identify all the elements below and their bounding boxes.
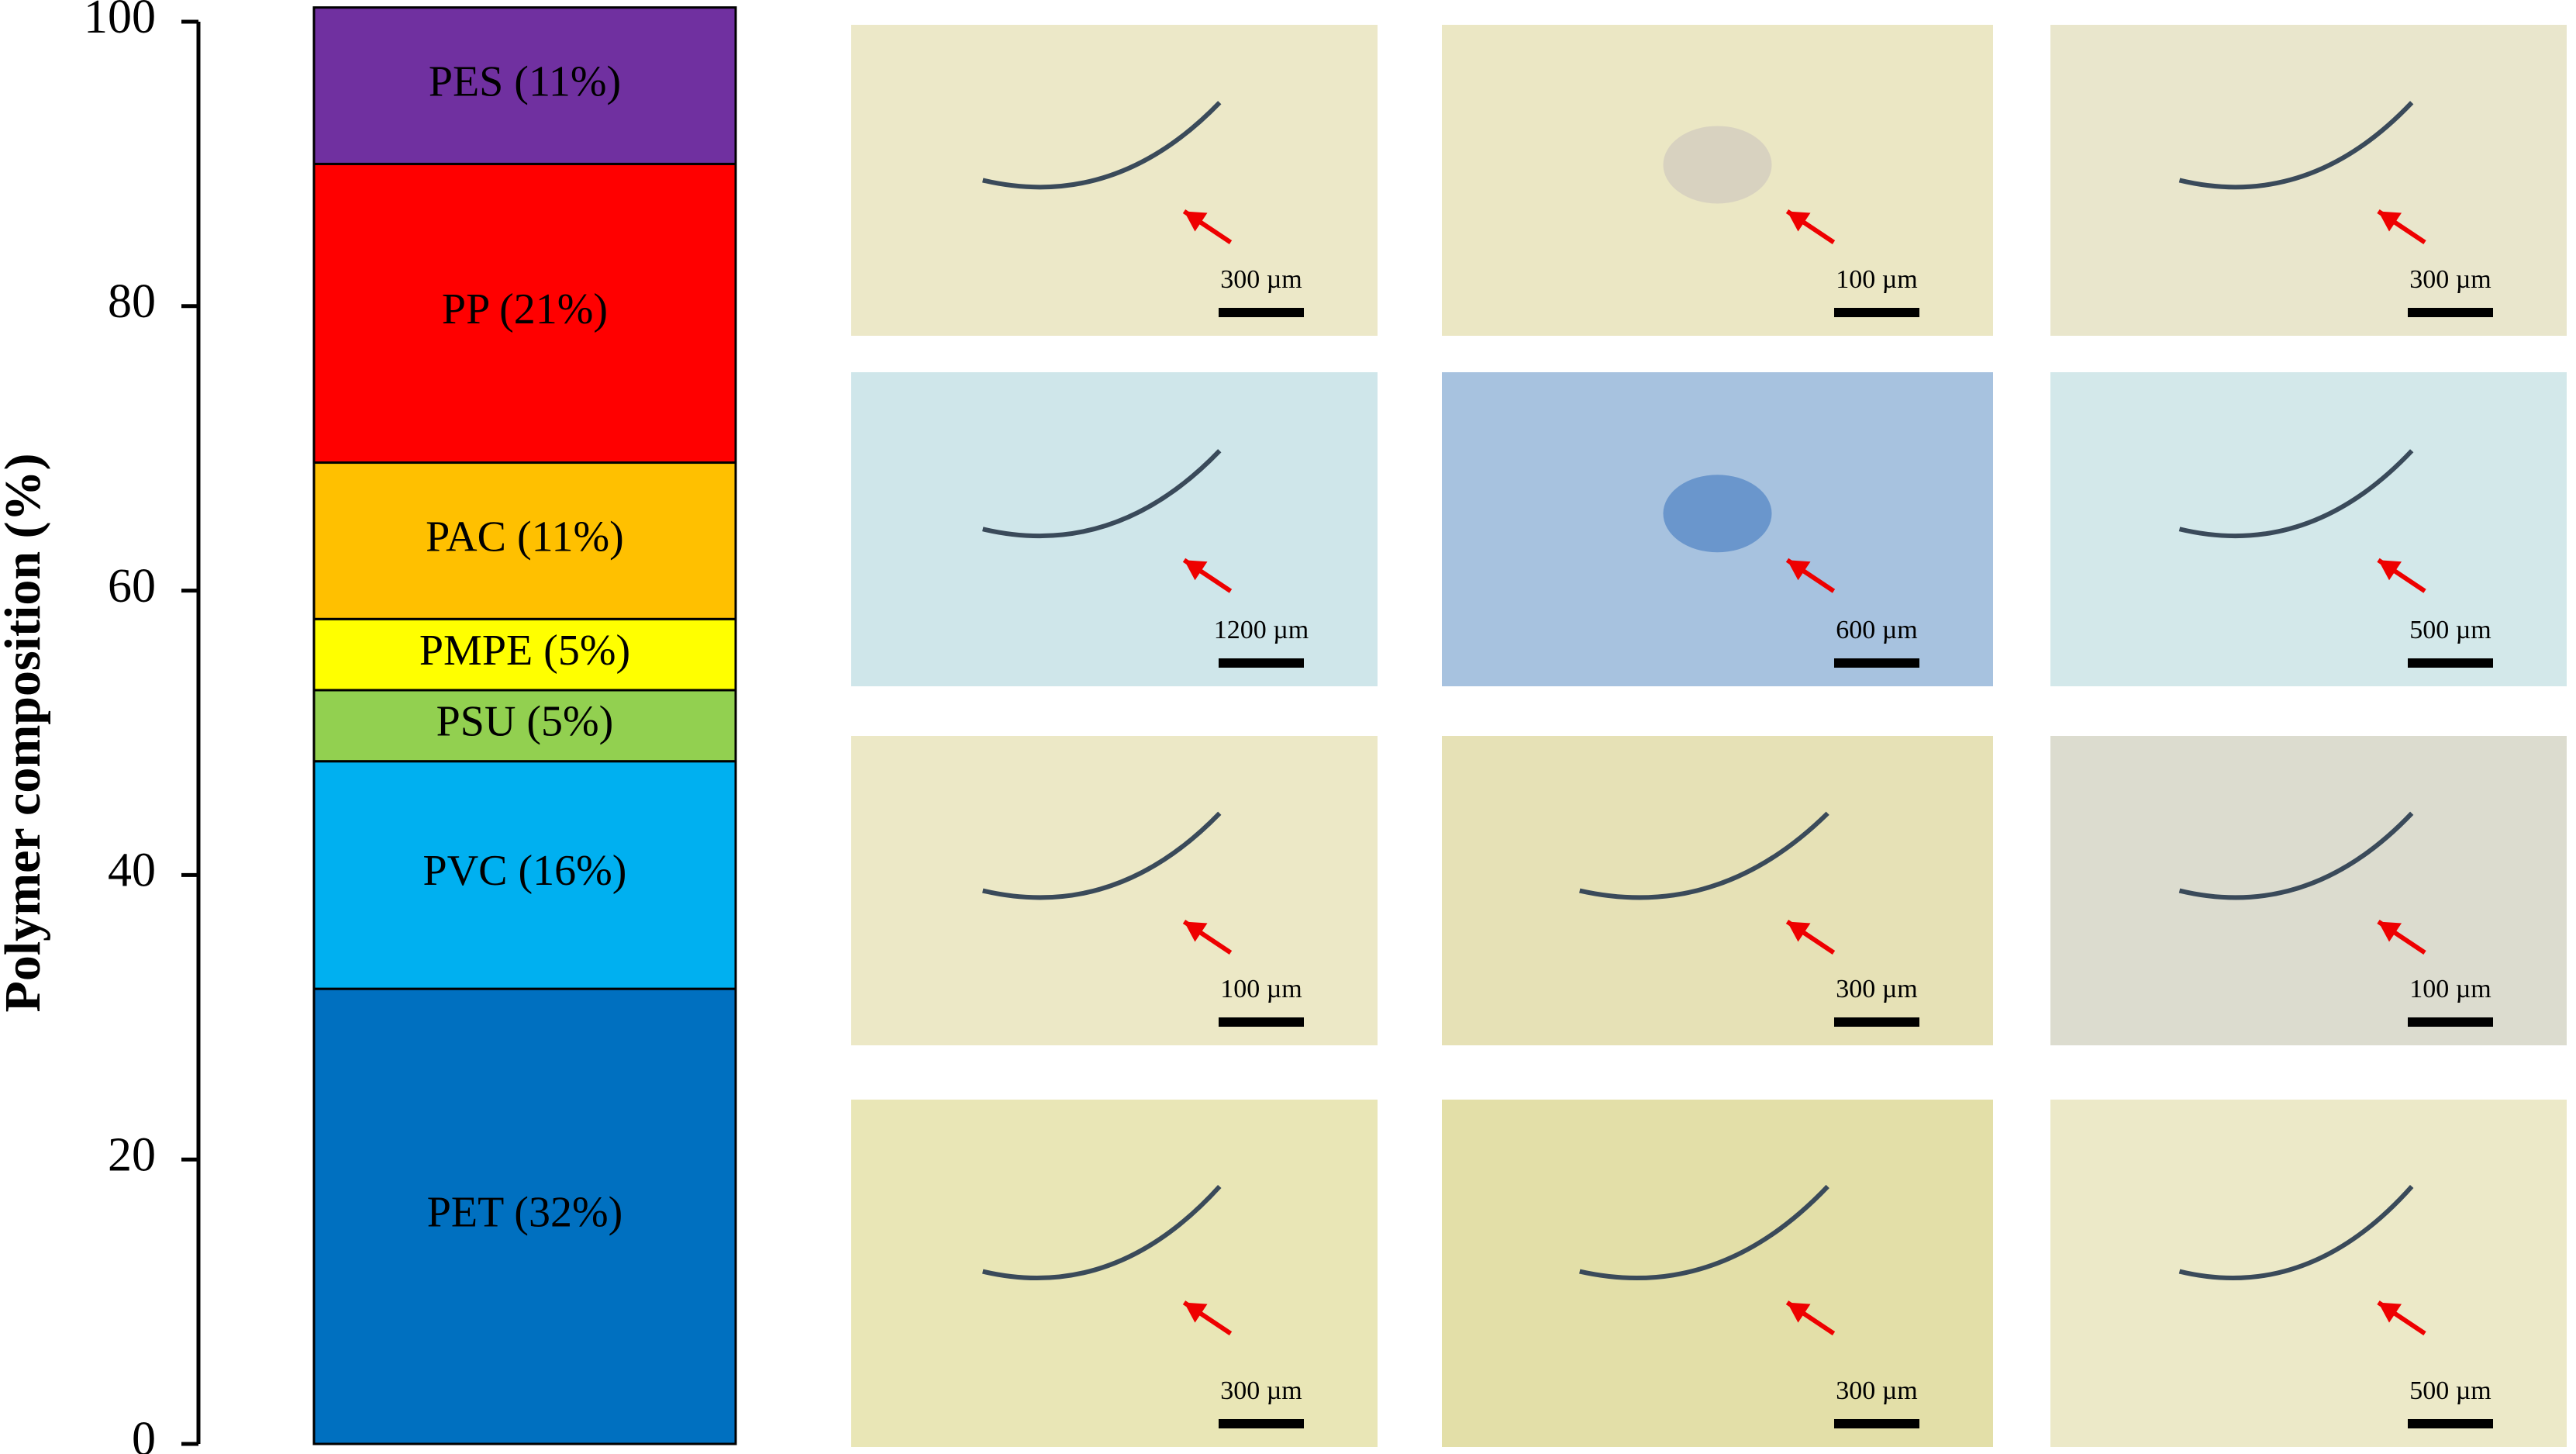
particle: [2178, 449, 2414, 539]
scale-label: 300 µm: [1220, 265, 1302, 294]
scale-label: 500 µm: [2409, 1376, 2492, 1405]
micrograph: [851, 736, 1378, 1045]
segment-label: PMPE (5%): [419, 627, 630, 675]
particle: [1579, 811, 1829, 900]
micrograph: [1442, 1100, 1993, 1447]
micrograph: [851, 1100, 1378, 1447]
bar-segment: [312, 461, 737, 620]
arrow-head: [1787, 560, 1811, 581]
micrograph: [2050, 1100, 2567, 1447]
scale-label: 300 µm: [1836, 975, 1918, 1003]
y-tick-label: 80: [108, 275, 156, 328]
segment-label: PES (11%): [429, 57, 621, 105]
micrograph: [1442, 736, 1993, 1045]
scale-label: 600 µm: [1836, 616, 1918, 644]
scale-label: 100 µm: [1836, 265, 1918, 294]
arrow-head: [1787, 921, 1811, 942]
particle: [982, 811, 1222, 900]
arrow-head: [2378, 1302, 2402, 1323]
bar-segment: [312, 689, 737, 763]
segment-label: PVC (16%): [423, 847, 627, 895]
particle: [2178, 811, 2414, 900]
bar-segment: [312, 987, 737, 1445]
micrograph: [2050, 736, 2567, 1045]
arrow-head: [2378, 211, 2402, 232]
arrow-head: [1184, 1302, 1208, 1323]
bar-segment: [312, 6, 737, 165]
particle: [2178, 1185, 2414, 1281]
particle: [1663, 475, 1772, 553]
arrow-head: [1184, 921, 1208, 942]
y-tick-label: 0: [132, 1413, 156, 1454]
scale-label: 100 µm: [1220, 975, 1302, 1003]
micrograph: [2050, 25, 2567, 336]
y-tick-label: 100: [84, 0, 156, 43]
scale-label: 300 µm: [1836, 1376, 1918, 1405]
scale-label: 300 µm: [2409, 265, 2492, 294]
micrograph: [2050, 372, 2567, 686]
y-axis-label: Polymer composition (%): [0, 453, 51, 1012]
micrograph: [851, 372, 1378, 686]
particle: [982, 1184, 1222, 1281]
particle: [982, 449, 1222, 539]
arrow-head: [1184, 211, 1208, 232]
y-tick-label: 40: [108, 844, 156, 897]
y-tick-label: 60: [108, 560, 156, 613]
segment-label: PET (32%): [427, 1188, 623, 1236]
arrow-head: [1787, 1302, 1811, 1323]
arrow-head: [2378, 921, 2402, 942]
scale-label: 300 µm: [1220, 1376, 1302, 1405]
scale-label: 1200 µm: [1214, 616, 1309, 644]
micrograph: [851, 25, 1378, 336]
arrow-head: [1787, 211, 1811, 232]
segment-label: PAC (11%): [426, 513, 624, 561]
segment-label: PSU (5%): [436, 698, 614, 746]
particle: [982, 101, 1222, 190]
particle: [2178, 101, 2414, 190]
arrow-head: [2378, 560, 2402, 581]
y-tick-label: 20: [108, 1128, 156, 1181]
bar-segment: [312, 760, 737, 990]
particle: [1663, 126, 1772, 204]
scale-label: 100 µm: [2409, 975, 2492, 1003]
bar-segment: [312, 162, 737, 465]
particle: [1579, 1184, 1829, 1281]
scale-label: 500 µm: [2409, 616, 2492, 644]
arrow-head: [1184, 560, 1208, 581]
bar-segment: [312, 617, 737, 692]
segment-label: PP (21%): [442, 285, 608, 333]
